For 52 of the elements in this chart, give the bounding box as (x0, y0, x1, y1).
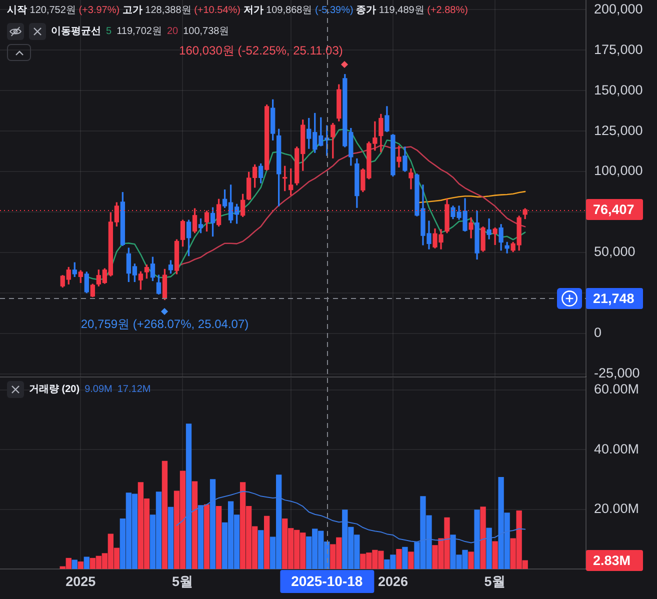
y-tick-label: 100,000 (594, 163, 643, 178)
y-tick-label: 125,000 (594, 122, 643, 138)
y-tick-label: 150,000 (594, 82, 643, 98)
y-tick-label: 175,000 (594, 42, 643, 57)
bar (72, 560, 78, 569)
text: 76,407 (586, 199, 643, 220)
text: 거래량 (20) (29, 383, 80, 396)
bar (408, 552, 414, 569)
bar (78, 562, 84, 569)
y-tick-label: 60.00M (594, 382, 640, 397)
x-tick-label: 2025 (66, 574, 96, 589)
annotation: 119,702원 (116, 25, 162, 38)
legend-title: 이동평균선 (51, 25, 101, 38)
bar (192, 481, 198, 569)
y-tick-label: 50,000 (594, 244, 636, 260)
y-tick-label: -25,000 (594, 365, 640, 380)
bar (258, 530, 264, 569)
annotation: 100,738원 (183, 25, 230, 38)
bar (264, 516, 270, 569)
x-tick-label: 5월 (172, 574, 194, 589)
x-tick-label: 5월 (484, 574, 506, 589)
ref-line-label: 2025-10-18 (280, 570, 374, 593)
bar (162, 460, 168, 569)
text: 20 (166, 26, 178, 36)
bar (402, 546, 408, 569)
bar (186, 424, 192, 569)
bar (492, 541, 498, 569)
bar (216, 506, 222, 569)
text: 2.83M (586, 550, 643, 572)
candlestick (396, 146, 402, 168)
y-tick-label: 20.00M (594, 501, 640, 516)
bar (204, 504, 210, 569)
bar (396, 548, 402, 569)
bar (480, 506, 486, 569)
bar (210, 479, 216, 569)
bar (474, 510, 480, 569)
y-tick-label: 0 (594, 325, 602, 340)
text: 5 (106, 26, 112, 36)
text: 21,748 (586, 288, 643, 309)
text: 시작 120,752원 (+3.97%) 고가 128,388원 (+10.54%) 저가 109,868원 (-5.39%) 종가 119,489원 (+2.88%) (7, 5, 468, 16)
x-tick-label: 2026 (378, 574, 408, 589)
annotation: 17.12M (117, 384, 151, 394)
bar (468, 552, 474, 569)
annotation: 20,759원 (+268.07%, 25.04.07) (80, 317, 249, 332)
annotation: 9.09M (84, 384, 112, 394)
y-tick-label: 200,000 (594, 1, 643, 16)
bar (84, 556, 90, 569)
bar (198, 505, 204, 569)
bar (168, 506, 174, 569)
annotation: 160,030원 (-52.25%, 25.11.03) (179, 44, 343, 58)
bar (486, 528, 492, 569)
y-tick-label: 40.00M (594, 441, 640, 456)
